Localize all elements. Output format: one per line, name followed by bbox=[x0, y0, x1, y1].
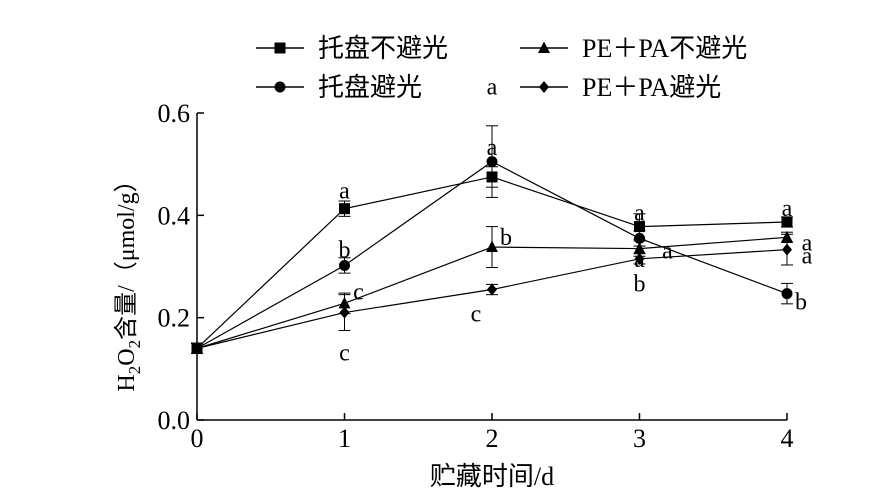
series-diamond bbox=[191, 233, 793, 355]
y-tick-label: 0.6 bbox=[158, 99, 191, 128]
marker-triangle bbox=[538, 41, 550, 53]
marker-square bbox=[634, 221, 645, 233]
significance-letter: c bbox=[471, 302, 482, 328]
marker-diamond bbox=[487, 283, 497, 296]
significance-letter: c bbox=[353, 279, 364, 305]
series-layer bbox=[191, 125, 793, 355]
y-axis-title-h: H bbox=[114, 374, 140, 391]
significance-letter: a bbox=[802, 244, 813, 270]
legend-item: PE＋PA避光 bbox=[520, 73, 721, 102]
marker-diamond bbox=[339, 306, 350, 319]
marker-square bbox=[339, 203, 350, 215]
significance-letter: c bbox=[339, 341, 350, 367]
significance-letter: a bbox=[802, 230, 813, 256]
significance-letter: a bbox=[634, 201, 645, 227]
marker-triangle bbox=[633, 242, 646, 254]
marker-circle bbox=[781, 288, 793, 300]
significance-letter: b bbox=[795, 290, 807, 316]
marker-square bbox=[274, 42, 286, 54]
legend-label: PE＋PA避光 bbox=[582, 73, 721, 102]
legend-label: 托盘避光 bbox=[318, 73, 422, 102]
y-tick-label: 0.0 bbox=[158, 406, 191, 435]
marker-diamond bbox=[634, 252, 645, 265]
significance-letter: a bbox=[487, 75, 498, 101]
y-axis-title: H2O2含量/（μmol/g） bbox=[113, 168, 144, 391]
axes: 0.0 0.2 0.4 0.6 0 1 2 3 4 bbox=[158, 99, 794, 453]
x-tick-label: 3 bbox=[633, 424, 646, 453]
y-axis-title-o: O bbox=[114, 348, 140, 365]
marker-diamond bbox=[782, 243, 792, 256]
significance-letter: b bbox=[634, 271, 646, 297]
significance-letter: a bbox=[339, 179, 350, 205]
marker-square bbox=[781, 216, 793, 228]
legend-item: 托盘避光 bbox=[256, 73, 422, 102]
significance-letter: b bbox=[500, 225, 512, 251]
y-axis-title-rest: 含量/（μmol/g） bbox=[113, 168, 140, 340]
significance-letter: b bbox=[339, 237, 351, 263]
y-tick-label: 0.2 bbox=[158, 304, 191, 333]
legend-label: PE＋PA不避光 bbox=[582, 34, 747, 63]
marker-circle bbox=[274, 81, 286, 93]
x-axis-title: 贮藏时间/d bbox=[430, 462, 554, 491]
significance-letter: a bbox=[662, 239, 673, 265]
y-axis-title-sub1: 2 bbox=[125, 366, 144, 375]
significance-letter: a bbox=[782, 196, 793, 222]
marker-triangle bbox=[486, 240, 498, 253]
marker-diamond bbox=[192, 342, 202, 355]
legend-label: 托盘不避光 bbox=[318, 34, 448, 63]
x-tick-label: 0 bbox=[191, 424, 204, 453]
x-tick-label: 1 bbox=[338, 424, 351, 453]
marker-diamond bbox=[539, 81, 549, 93]
y-axis-title-sub2: 2 bbox=[125, 340, 144, 349]
x-tick-label: 4 bbox=[781, 424, 794, 453]
marker-circle bbox=[339, 259, 350, 271]
y-tick-label: 0.4 bbox=[158, 201, 191, 230]
x-tick-label: 2 bbox=[486, 424, 499, 453]
significance-letter: a bbox=[487, 135, 498, 161]
legend-item: 托盘不避光 bbox=[256, 34, 448, 63]
marker-circle bbox=[486, 156, 498, 168]
legend-item: PE＋PA不避光 bbox=[520, 34, 747, 63]
significance-letter: a bbox=[634, 247, 645, 273]
